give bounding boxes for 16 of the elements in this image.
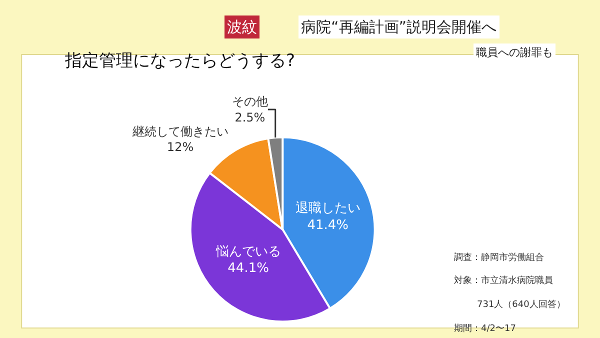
slice-label: 悩んでいる — [214, 244, 281, 260]
slice-label: 退職したい — [295, 200, 360, 216]
chart-title: 指定管理になったらどうする? — [64, 50, 296, 71]
text: 731人（640人回答） — [477, 299, 566, 310]
text: 期間：4/2〜17 — [454, 323, 516, 334]
text: 調査：静岡市労働組合 — [454, 252, 544, 263]
text: 波紋 — [227, 18, 257, 36]
data-label: 2.5% — [234, 110, 266, 124]
data-label: 12% — [166, 140, 194, 154]
text: 職員への謝罪も — [476, 46, 553, 59]
data-label: 44.1% — [228, 261, 269, 276]
slice-label: 継続して働きたい — [131, 124, 228, 138]
slice-label: その他 — [232, 94, 268, 109]
text: 病院“再編計画”説明会開催へ — [301, 18, 497, 36]
text: 対象：市立清水病院職員 — [454, 275, 553, 286]
data-label: 41.4% — [307, 218, 349, 233]
